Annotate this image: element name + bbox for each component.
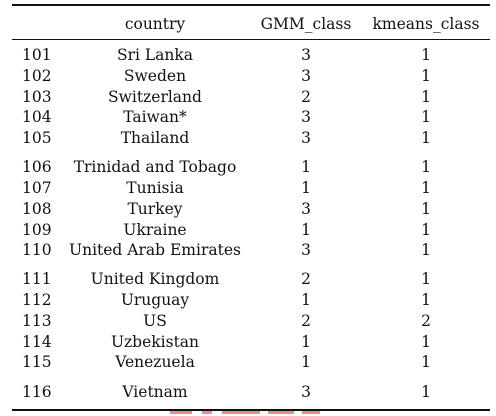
row-index: 106 (22, 158, 52, 176)
row-country: United Kingdom (90, 270, 220, 288)
row-kmeans-class: 1 (421, 158, 431, 176)
row-gmm-class: 1 (301, 291, 311, 309)
row-country: Uzbekistan (110, 333, 200, 351)
row-gmm-class: 1 (301, 221, 311, 239)
row-country: Vietnam (122, 383, 188, 401)
row-index: 108 (22, 200, 52, 218)
row-kmeans-class: 1 (421, 129, 431, 147)
row-country: Ukraine (123, 221, 187, 239)
row-index: 109 (22, 221, 52, 239)
row-country: Turkey (127, 200, 183, 218)
row-kmeans-class: 1 (421, 46, 431, 64)
header-country: country (124, 15, 186, 33)
row-index: 101 (22, 46, 52, 64)
row-index: 107 (22, 179, 52, 197)
row-kmeans-class: 1 (421, 108, 431, 126)
row-gmm-class: 2 (301, 312, 311, 330)
row-index: 102 (22, 67, 52, 85)
row-kmeans-class: 1 (421, 200, 431, 218)
row-kmeans-class: 1 (421, 333, 431, 351)
row-kmeans-class: 1 (421, 221, 431, 239)
row-index: 110 (22, 241, 52, 259)
row-gmm-class: 2 (301, 88, 311, 106)
row-kmeans-class: 1 (421, 241, 431, 259)
row-kmeans-class: 1 (421, 270, 431, 288)
row-gmm-class: 1 (301, 179, 311, 197)
row-gmm-class: 3 (301, 67, 311, 85)
row-gmm-class: 2 (301, 270, 311, 288)
bottom-rule (12, 409, 490, 411)
row-gmm-class: 1 (301, 333, 311, 351)
row-gmm-class: 3 (301, 46, 311, 64)
row-country: Tunisia (126, 179, 184, 197)
row-index: 113 (22, 312, 52, 330)
row-index: 115 (22, 353, 52, 371)
row-gmm-class: 3 (301, 383, 311, 401)
row-country: Uruguay (120, 291, 190, 309)
row-kmeans-class: 1 (421, 67, 431, 85)
row-index: 105 (22, 129, 52, 147)
row-gmm-class: 3 (301, 129, 311, 147)
row-gmm-class: 3 (301, 241, 311, 259)
row-gmm-class: 1 (301, 158, 311, 176)
row-country: Taiwan* (123, 108, 187, 126)
row-country: US (143, 312, 167, 330)
row-country: Trinidad and Tobago (73, 158, 237, 176)
top-rule (12, 4, 490, 6)
row-gmm-class: 3 (301, 200, 311, 218)
row-country: Venezuela (115, 353, 195, 371)
row-country: Sri Lanka (116, 46, 194, 64)
row-index: 112 (22, 291, 52, 309)
row-country: Sweden (123, 67, 187, 85)
row-index: 114 (22, 333, 52, 351)
row-index: 116 (22, 383, 52, 401)
row-index: 111 (22, 270, 52, 288)
row-country: United Arab Emirates (69, 241, 241, 259)
row-index: 103 (22, 88, 52, 106)
header-index (22, 14, 62, 34)
row-index: 104 (22, 108, 52, 126)
cropped-caption-fragment (150, 411, 350, 416)
header-rule (12, 39, 490, 40)
row-kmeans-class: 1 (421, 88, 431, 106)
row-gmm-class: 1 (301, 353, 311, 371)
row-kmeans-class: 1 (421, 291, 431, 309)
row-country: Switzerland (108, 88, 202, 106)
row-kmeans-class: 2 (421, 312, 431, 330)
header-kmeans-class: kmeans_class (372, 15, 480, 33)
row-kmeans-class: 1 (421, 353, 431, 371)
row-kmeans-class: 1 (421, 179, 431, 197)
row-kmeans-class: 1 (421, 383, 431, 401)
row-gmm-class: 3 (301, 108, 311, 126)
row-country: Thailand (120, 129, 190, 147)
header-gmm-class: GMM_class (260, 15, 352, 33)
